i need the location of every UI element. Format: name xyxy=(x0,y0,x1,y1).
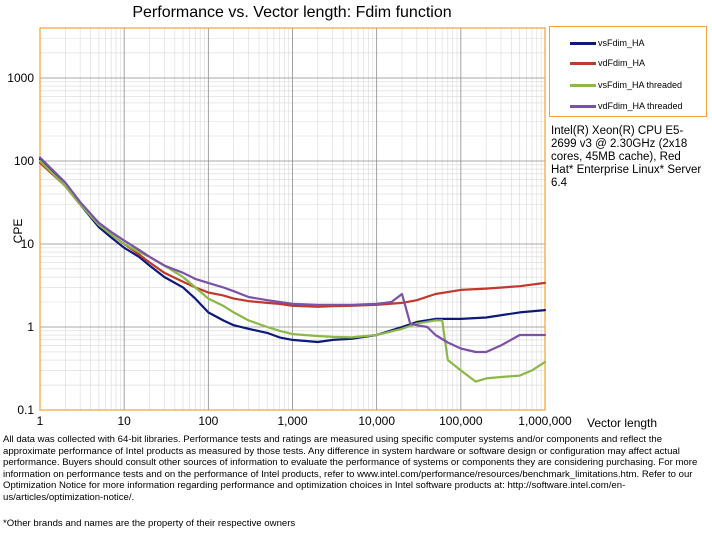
legend-label: vsFdim_HA threaded xyxy=(598,80,683,90)
plot-area xyxy=(39,27,546,411)
x-tick-label: 1,000,000 xyxy=(518,414,572,428)
x-tick-label: 10 xyxy=(117,414,131,428)
x-tick-label: 100 xyxy=(198,414,218,428)
x-tick-label: 1,000 xyxy=(277,414,307,428)
x-tick-label: 10,000 xyxy=(358,414,395,428)
y-tick-label: 0.1 xyxy=(17,403,34,417)
legend-swatch xyxy=(570,84,596,88)
chart-plot: 1 10 100 1,000 10,000 100,000 1,000,0000.11101… xyxy=(7,27,657,430)
performance-disclaimer: All data was collected with 64-bit libra… xyxy=(3,434,698,503)
series-line-2 xyxy=(38,159,547,383)
legend-item-vsfdim-ha: vsFdim_HA xyxy=(570,37,645,49)
y-tick-label: 1000 xyxy=(7,71,34,85)
legend-swatch xyxy=(570,42,596,46)
legend-item-vsfdim-ha-threaded: vsFdim_HA threaded xyxy=(570,79,682,91)
legend-item-vdfdim-ha: vdFdim_HA xyxy=(570,57,645,69)
tick-labels: 1 10 100 1,000 10,000 100,000 1,000,0000.11101… xyxy=(7,71,572,428)
y-tick-label: 1 xyxy=(27,320,34,334)
x-tick-label: 100,000 xyxy=(439,414,483,428)
legend-swatch xyxy=(570,62,596,66)
series-line-3 xyxy=(38,156,547,354)
x-tick-label: 1 xyxy=(37,414,44,428)
legend-item-vdfdim-ha-threaded: vdFdim_HA threaded xyxy=(570,100,683,112)
system-config-note: Intel(R) Xeon(R) CPU E5-2699 v3 @ 2.30GH… xyxy=(551,125,702,189)
x-axis-label: Vector length xyxy=(587,416,657,430)
y-tick-label: 100 xyxy=(14,154,34,168)
y-tick-label: 10 xyxy=(21,237,35,251)
chart-title: Performance vs. Vector length: Fdim func… xyxy=(132,4,452,21)
series-lines xyxy=(38,156,547,383)
legend-label: vsFdim_HA xyxy=(598,38,645,48)
legend-label: vdFdim_HA xyxy=(598,58,646,68)
legend-label: vdFdim_HA threaded xyxy=(598,101,683,111)
legend-swatch xyxy=(570,105,596,109)
legend: vsFdim_HA vdFdim_HA vsFdim_HA threaded v… xyxy=(549,26,707,117)
y-axis-label: CPE xyxy=(11,219,25,244)
series-line-0 xyxy=(38,158,547,344)
trademark-note: *Other brands and names are the property… xyxy=(3,518,296,529)
